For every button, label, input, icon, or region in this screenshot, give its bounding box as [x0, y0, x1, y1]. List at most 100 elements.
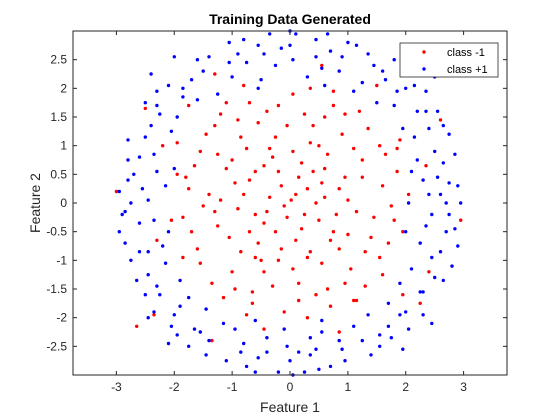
data-point: [149, 123, 153, 128]
data-point: [175, 172, 179, 176]
data-point: [450, 264, 454, 268]
data-point: [155, 238, 159, 242]
data-point: [435, 175, 440, 179]
data-point: [256, 121, 260, 125]
data-point: [256, 241, 260, 245]
data-point: [273, 63, 278, 68]
data-point: [302, 370, 307, 374]
data-point: [444, 230, 448, 234]
data-point: [155, 169, 159, 174]
data-point: [352, 89, 356, 93]
data-point: [412, 83, 417, 88]
data-point: [175, 333, 179, 337]
data-point: [239, 135, 243, 139]
data-point: [438, 250, 443, 254]
data-point: [299, 227, 304, 231]
data-point: [320, 63, 324, 68]
data-point: [291, 267, 295, 271]
x-tick-label: -2: [169, 380, 180, 394]
data-point: [357, 109, 362, 114]
data-point: [325, 287, 330, 291]
data-point: [221, 321, 226, 326]
data-point: [401, 230, 405, 234]
data-point: [163, 261, 168, 265]
data-point: [360, 338, 364, 343]
data-point: [137, 250, 142, 254]
data-point: [276, 169, 281, 174]
data-point: [392, 218, 396, 222]
data-point: [247, 230, 252, 234]
x-tick-label: 1: [345, 380, 352, 394]
data-point: [424, 164, 428, 168]
data-point: [398, 313, 402, 317]
data-point: [244, 60, 249, 65]
data-point: [187, 103, 191, 108]
x-axis-label: Feature 1: [260, 399, 320, 415]
data-point: [152, 313, 156, 317]
data-point: [244, 146, 249, 151]
data-point: [143, 293, 147, 297]
data-point: [120, 212, 124, 217]
y-tick-label: 1: [60, 139, 67, 153]
data-point: [135, 278, 139, 283]
data-point: [383, 78, 388, 82]
data-point: [453, 152, 457, 156]
data-point: [132, 172, 136, 176]
data-point: [323, 83, 327, 88]
data-point: [456, 184, 460, 188]
series-0: [114, 63, 463, 343]
legend-label-class-pos: class +1: [447, 64, 488, 76]
data-point: [366, 52, 370, 56]
data-point: [369, 235, 373, 240]
data-point: [360, 80, 364, 85]
data-point: [181, 95, 185, 99]
data-point: [152, 310, 156, 314]
data-point: [155, 89, 159, 93]
data-point: [192, 327, 197, 331]
data-point: [360, 175, 364, 179]
data-point: [184, 175, 188, 179]
data-point: [216, 224, 220, 228]
data-point: [395, 146, 399, 151]
data-point: [389, 204, 393, 208]
data-point: [224, 166, 228, 171]
data-point: [195, 98, 200, 102]
data-point: [233, 181, 237, 185]
data-point: [227, 235, 231, 240]
legend-box: [399, 42, 499, 78]
axis-ticks: -3 -2 -1 0 1 2 3 -2.5 -2 -1.5 -1 -0.5 0 0.5 1 1.5 2 2.5: [46, 31, 507, 394]
y-tick-label: -1.5: [46, 282, 67, 296]
data-point: [282, 204, 286, 208]
data-point: [149, 72, 153, 76]
data-point: [181, 215, 185, 219]
data-point: [166, 83, 171, 88]
data-point: [328, 49, 333, 53]
data-point: [398, 138, 402, 142]
data-point: [285, 215, 289, 219]
data-point: [291, 149, 295, 154]
data-point: [308, 353, 312, 357]
data-point: [378, 255, 382, 260]
data-point: [210, 281, 214, 285]
data-point: [430, 255, 434, 260]
data-point: [152, 152, 156, 156]
data-point: [247, 178, 252, 182]
data-point: [424, 109, 428, 114]
data-point: [424, 224, 428, 228]
y-tick-label: -2.5: [46, 339, 67, 353]
data-point: [253, 318, 257, 323]
data-point: [314, 201, 318, 205]
data-point: [389, 336, 393, 340]
data-point: [375, 101, 379, 105]
data-point: [418, 290, 422, 294]
data-point: [276, 258, 281, 262]
data-point: [262, 327, 266, 331]
data-point: [314, 347, 318, 351]
data-point: [320, 330, 324, 334]
data-point: [129, 258, 133, 262]
data-point: [227, 40, 231, 45]
legend-marker-class-pos: [422, 67, 426, 71]
data-point: [320, 66, 324, 71]
data-point: [302, 112, 307, 116]
data-point: [285, 344, 289, 348]
